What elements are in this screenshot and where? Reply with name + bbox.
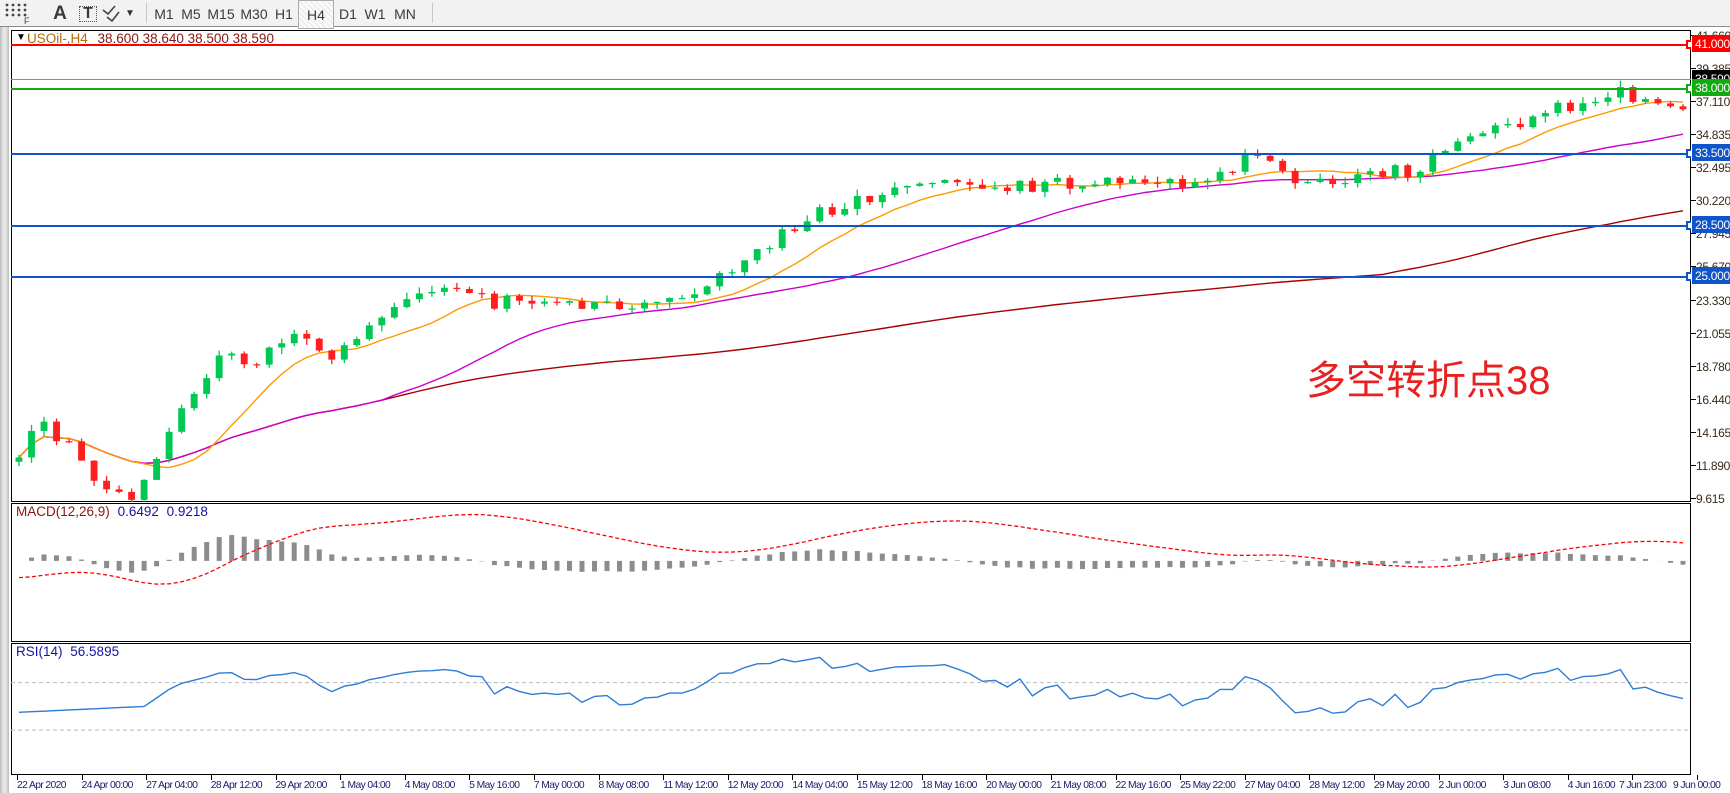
svg-text:F: F xyxy=(24,16,30,25)
